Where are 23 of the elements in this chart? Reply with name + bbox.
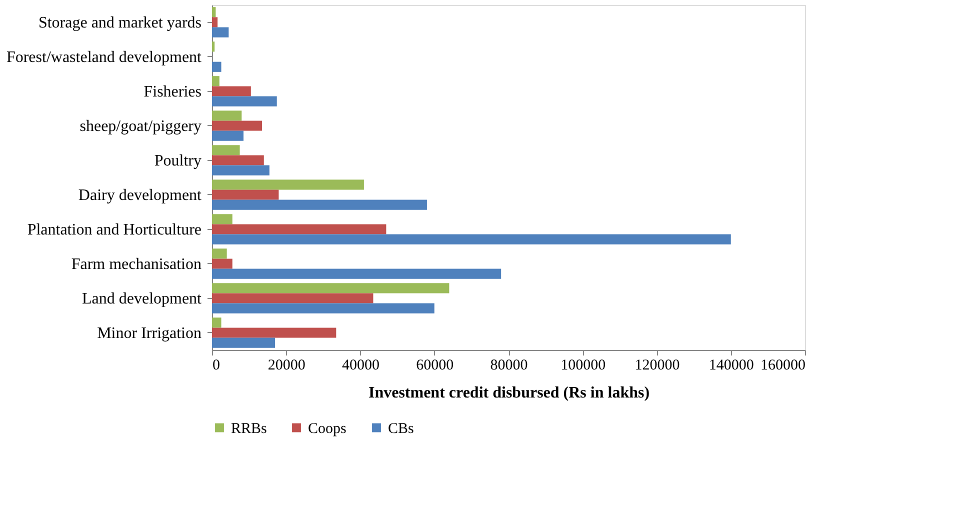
x-tick-label: 120000	[634, 358, 680, 374]
y-tick-label: Forest/wasteland development	[6, 48, 202, 66]
x-axis-title: Investment credit disbursed (Rs in lakhs)	[368, 384, 650, 402]
y-tick-label: Dairy development	[78, 186, 202, 204]
y-tick-label: Land development	[82, 290, 202, 308]
y-tick-label: Minor Irrigation	[97, 324, 202, 342]
y-tick-label: sheep/goat/piggery	[80, 118, 202, 135]
x-tick-label: 140000	[708, 358, 754, 374]
x-tick-label: 160000	[760, 358, 806, 374]
legend-label: RRBs	[231, 420, 268, 437]
y-tick-label: Plantation and Horticulture	[27, 221, 202, 238]
x-tick-label: 20000	[268, 358, 306, 374]
y-tick-label: Fisheries	[144, 83, 202, 100]
legend-label: CBs	[388, 420, 414, 437]
x-tick-label: 80000	[490, 358, 528, 374]
x-tick-label: 0	[212, 358, 220, 374]
x-tick-label: 60000	[416, 358, 454, 374]
y-tick-label: Farm mechanisation	[71, 256, 202, 273]
y-tick-label: Storage and market yards	[38, 14, 202, 32]
y-tick-label: Poultry	[154, 152, 202, 170]
x-tick-label: 40000	[342, 358, 380, 374]
x-tick-label: 100000	[560, 358, 606, 374]
legend-label: Coops	[308, 420, 347, 437]
